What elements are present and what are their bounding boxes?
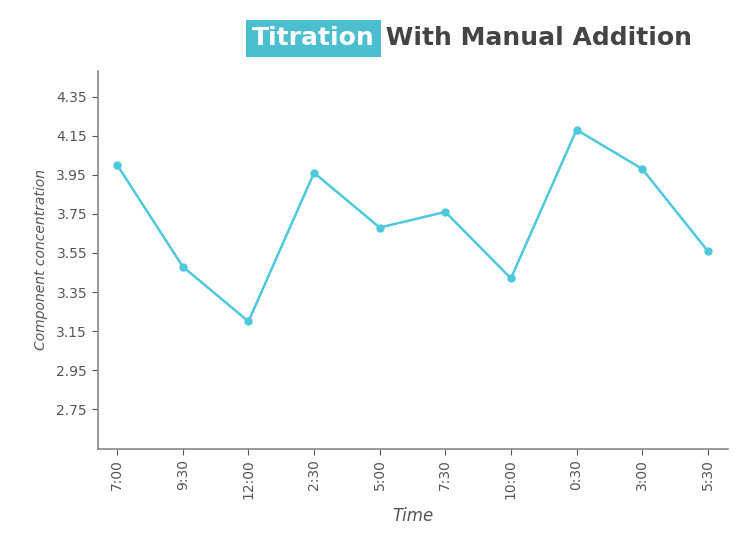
X-axis label: Time: Time: [392, 507, 433, 525]
Y-axis label: Component concentration: Component concentration: [34, 170, 48, 350]
Text: Titration: Titration: [252, 26, 375, 50]
Text: With Manual Addition: With Manual Addition: [377, 26, 692, 50]
